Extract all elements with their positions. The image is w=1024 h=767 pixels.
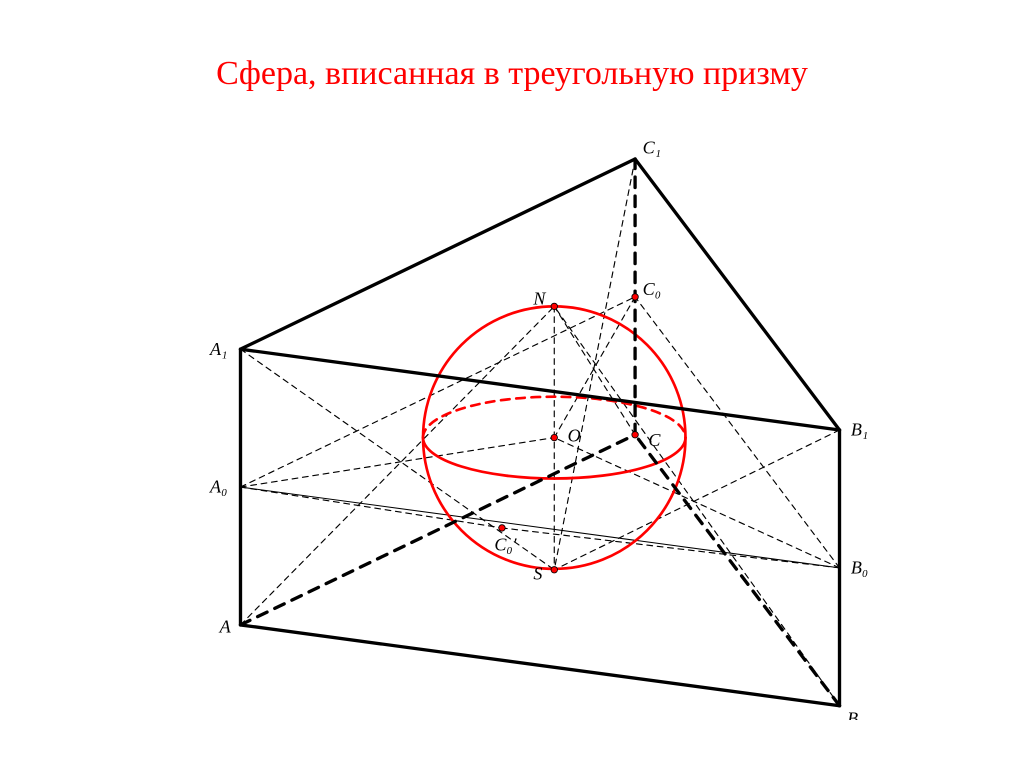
vertex-label-Cp: C₀′	[494, 535, 517, 555]
vertex-label-C0: C₀	[643, 279, 661, 299]
vertex-label-A1: A₁	[209, 339, 227, 359]
vertex-label-O: O	[568, 425, 581, 445]
prism-sphere-diagram: A B C A₁ B₁ C₁ A₀ B₀ C₀ O N S C₀′	[175, 140, 905, 720]
vertex-label-B1: B₁	[851, 420, 868, 440]
vertex-label-C: C	[648, 430, 661, 450]
vertex-label-N: N	[532, 288, 546, 308]
vertex-label-S: S	[533, 563, 542, 583]
page-title: Сфера, вписанная в треугольную призму	[0, 55, 1024, 93]
vertex-label-C1: C₁	[643, 140, 661, 157]
vertex-label-A: A	[219, 617, 232, 637]
vertex-label-B: B	[847, 709, 858, 720]
vertex-label-A0: A₀	[209, 477, 227, 497]
vertex-label-B0: B₀	[851, 558, 868, 578]
diagram-container: A B C A₁ B₁ C₁ A₀ B₀ C₀ O N S C₀′	[175, 140, 905, 720]
